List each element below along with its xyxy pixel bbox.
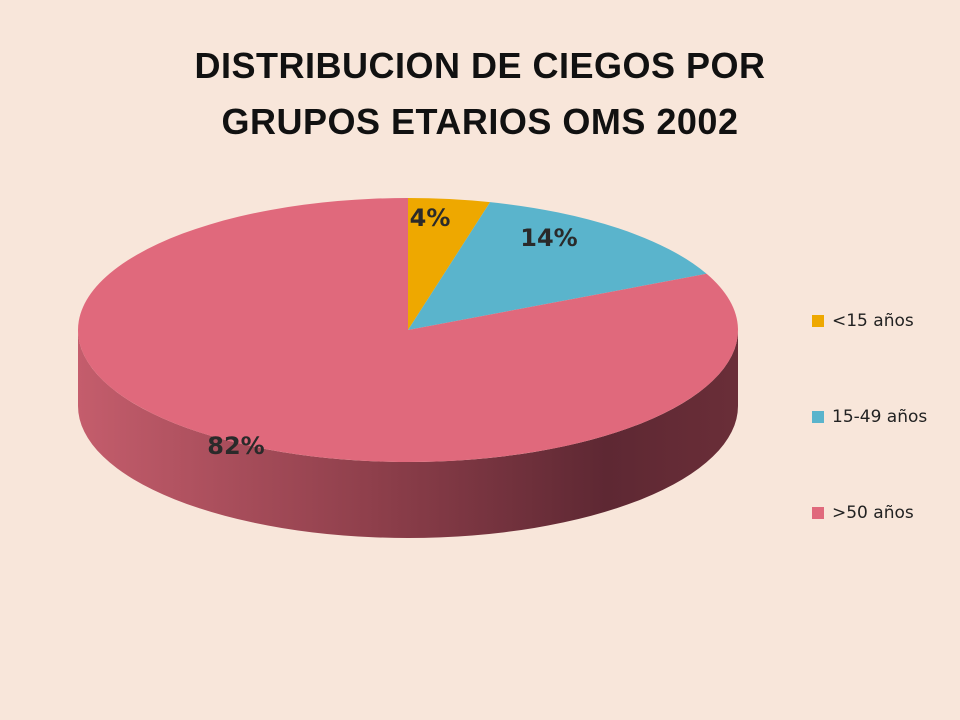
legend-item-over-50: >50 años [812,498,927,528]
pie-slice-under-15 [408,198,491,330]
chart-legend: <15 años 15-49 años >50 años [812,306,927,594]
legend-label-15-49: 15-49 años [832,407,928,427]
legend-swatch-under-15 [812,315,824,327]
legend-label-under-15: <15 años [832,311,914,331]
legend-label-over-50: >50 años [832,503,914,523]
pie-slice-15-49 [408,202,707,330]
chart-title-line-2: GRUPOS ETARIOS OMS 2002 [221,101,739,142]
pie-slice-over-50 [78,198,738,462]
legend-swatch-15-49 [812,411,824,423]
data-label-under-15: 4% [410,204,451,232]
data-label-over-50: 82% [207,432,264,460]
legend-item-under-15: <15 años [812,306,927,336]
chart-title-line-1: DISTRIBUCION DE CIEGOS POR [194,45,766,86]
pie-side-wall [78,330,738,538]
data-label-15-49: 14% [520,224,577,252]
legend-swatch-over-50 [812,507,824,519]
legend-item-15-49: 15-49 años [812,402,927,432]
chart-title: DISTRIBUCION DE CIEGOS POR GRUPOS ETARIO… [0,38,960,150]
